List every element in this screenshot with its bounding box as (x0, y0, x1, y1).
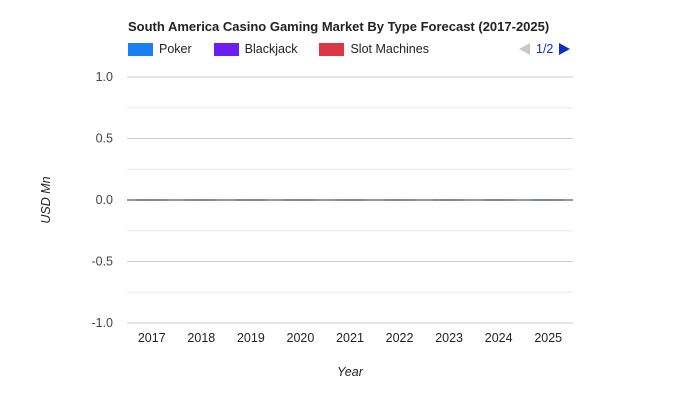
y-tick-label: -1.0 (91, 316, 113, 330)
y-tick-label: 0.5 (96, 132, 113, 146)
y-tick-label: -0.5 (91, 255, 113, 269)
legend-swatch-slot-machines (319, 42, 345, 56)
x-tick-label: 2023 (435, 331, 463, 345)
legend-swatch-poker (128, 42, 153, 56)
legend: Poker Blackjack Slot Machines (128, 41, 451, 57)
legend-label-poker: Poker (159, 42, 192, 56)
y-axis-label: USD Mn (39, 176, 53, 223)
y-tick-label: 1.0 (96, 70, 113, 84)
legend-item-poker[interactable]: Poker (128, 42, 192, 56)
y-tick-label: 0.0 (96, 193, 113, 207)
legend-label-slot-machines: Slot Machines (350, 42, 429, 56)
x-tick-label: 2020 (287, 331, 315, 345)
legend-item-blackjack[interactable]: Blackjack (213, 42, 298, 56)
x-tick-label: 2017 (138, 331, 166, 345)
chart-title: South America Casino Gaming Market By Ty… (128, 19, 550, 34)
x-tick-label: 2018 (187, 331, 215, 345)
previous-page-icon[interactable] (519, 43, 530, 55)
x-tick-label: 2021 (336, 331, 364, 345)
legend-page-indicator: 1/2 (536, 42, 554, 56)
legend-swatch-blackjack (213, 42, 239, 56)
x-axis-label: Year (337, 365, 364, 379)
legend-pager: 1/2 (519, 41, 571, 57)
x-tick-label: 2025 (534, 331, 562, 345)
legend-label-blackjack: Blackjack (244, 42, 298, 56)
next-page-icon[interactable] (559, 43, 571, 55)
x-tick-label: 2019 (237, 331, 265, 345)
x-tick-label: 2024 (485, 331, 513, 345)
x-tick-label: 2022 (386, 331, 414, 345)
legend-item-slot-machines[interactable]: Slot Machines (319, 42, 429, 56)
